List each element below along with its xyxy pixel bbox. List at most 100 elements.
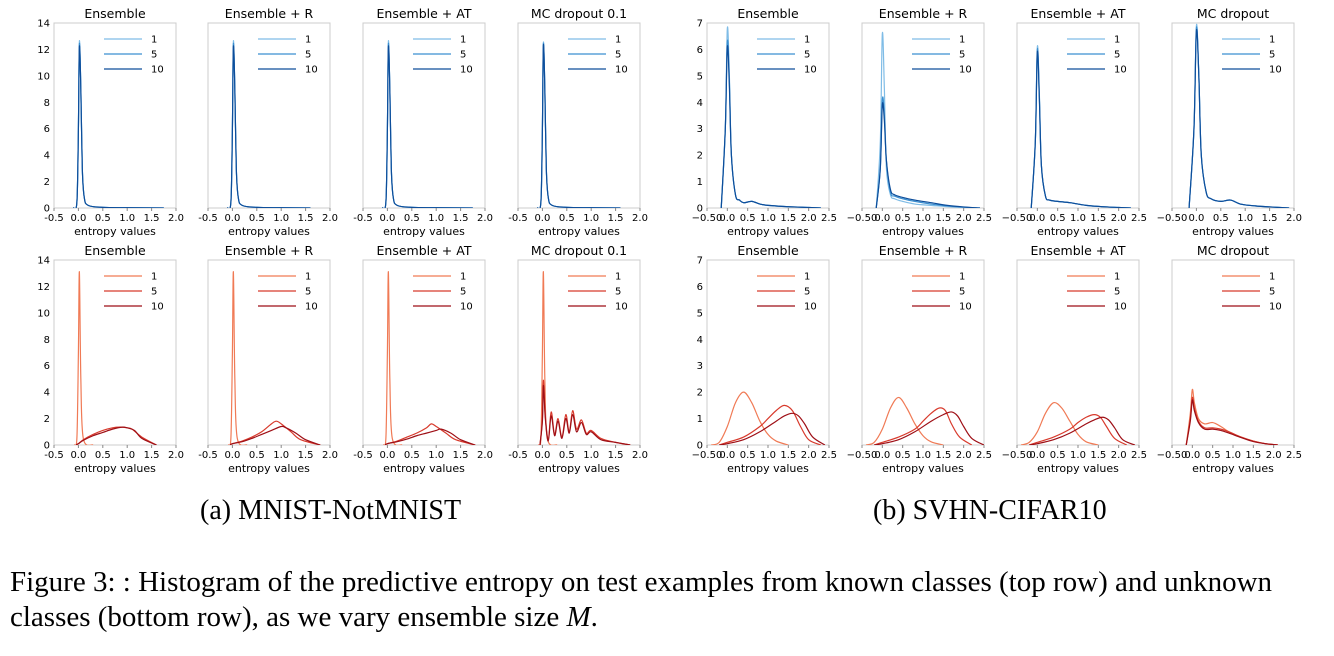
x-tick-label: 1.0	[119, 450, 135, 461]
legend-label-5: 5	[151, 287, 157, 298]
y-tick-label: 7	[697, 256, 703, 267]
chart-panel-b-bot-2: Ensemble + R −0.500.0 0.5 1.0 1.5 2.0 2.5 entro…	[847, 243, 992, 475]
panel-title: Ensemble	[84, 6, 146, 21]
x-tick-label: 2.5	[821, 213, 837, 224]
y-tick-label: 5	[697, 308, 703, 319]
x-tick-label: 2.0	[168, 450, 184, 461]
x-tick-label: 1.5	[1090, 450, 1106, 461]
legend-label-5: 5	[1269, 287, 1275, 298]
chart-panel-a-top-1: Ensemble -0.5 0.0 0.5 1.0 1.5 2.0 entropy value…	[37, 6, 184, 238]
x-tick-label: 0.5	[249, 450, 265, 461]
series-line-10	[1029, 416, 1136, 445]
chart-panel-b-top-2: Ensemble + R −0.500.0 0.5 1.0 1.5 2.0 2.5 entro…	[847, 6, 992, 238]
x-tick-label: 1.0	[760, 450, 776, 461]
x-tick-label: 0.5	[895, 450, 911, 461]
series-line-10	[229, 425, 321, 445]
series-line-10	[75, 426, 157, 445]
panel-title: Ensemble	[84, 243, 146, 258]
x-tick-label: 1.5	[608, 450, 624, 461]
x-tick-label: 2.0	[632, 213, 648, 224]
legend-label-5: 5	[151, 50, 157, 61]
y-tick-label: 12	[37, 282, 50, 293]
series-group	[865, 396, 984, 445]
series-group	[1188, 23, 1290, 208]
x-tick-label: 0.5	[404, 450, 420, 461]
x-axis-label: entropy values	[1037, 225, 1119, 238]
y-tick-label: 1	[697, 414, 703, 425]
y-tick-label: 2	[44, 414, 50, 425]
x-tick-label: 0.5	[95, 450, 111, 461]
panel-title: Ensemble + AT	[1031, 243, 1126, 258]
subfigure-label-a: (a)	[200, 495, 232, 526]
plot-frame	[362, 22, 486, 209]
y-tick-label: 7	[697, 19, 703, 30]
subfigure-caption-b: (b) SVHN-CIFAR10	[873, 495, 1107, 527]
x-tick-label: 2.0	[477, 213, 493, 224]
x-tick-label: 0.0	[874, 450, 890, 461]
legend-label-1: 1	[615, 35, 621, 46]
x-tick-label: 0.5	[404, 213, 420, 224]
legend-label-5: 5	[305, 50, 311, 61]
y-tick-label: 5	[697, 71, 703, 82]
legend-label-1: 1	[959, 272, 965, 283]
legend-label-1: 1	[804, 272, 810, 283]
series-group	[381, 40, 473, 208]
x-tick-label: 1.0	[273, 213, 289, 224]
x-tick-label: 0.0	[379, 213, 395, 224]
series-group	[875, 31, 980, 208]
legend-label-5: 5	[804, 287, 810, 298]
legend-label-10: 10	[804, 65, 817, 76]
x-axis-label: entropy values	[538, 462, 620, 475]
x-tick-label: 0.0	[719, 450, 735, 461]
x-tick-label: -0.5	[508, 213, 528, 224]
x-tick-label: 1.0	[583, 450, 599, 461]
x-tick-label: 2.5	[976, 213, 992, 224]
x-axis-label: entropy values	[228, 225, 310, 238]
y-tick-label: 2	[697, 151, 703, 162]
series-line-5	[719, 404, 822, 445]
series-line-10	[536, 43, 621, 208]
plot-frame	[207, 259, 331, 446]
x-tick-label: -0.5	[508, 450, 528, 461]
x-tick-label: −0.50	[1157, 213, 1188, 224]
x-tick-label: 0.5	[95, 213, 111, 224]
panel-title: Ensemble + AT	[377, 243, 472, 258]
series-line-10	[381, 45, 473, 208]
plot-frame	[362, 259, 486, 446]
legend-label-1: 1	[1114, 272, 1120, 283]
x-tick-label: 1.0	[1225, 450, 1241, 461]
x-axis-label: entropy values	[383, 225, 465, 238]
chart-panel-b-bot-3: Ensemble + AT −0.500.0 0.5 1.0 1.5 2.0 2.5 entr…	[1002, 243, 1147, 475]
chart-panel-a-bot-2: Ensemble + R -0.5 0.0 0.5 1.0 1.5 2.0 entropy v…	[198, 243, 338, 475]
chart-panel-a-bot-3: Ensemble + AT -0.5 0.0 0.5 1.0 1.5 2.0 entropy …	[353, 243, 493, 475]
x-tick-label: 1.5	[453, 213, 469, 224]
series-line-10	[384, 428, 476, 445]
y-tick-label: 12	[37, 45, 50, 56]
x-axis-label: entropy values	[74, 225, 156, 238]
caption-end: .	[590, 601, 598, 633]
series-line-1	[382, 271, 403, 445]
plot-frame	[1016, 22, 1140, 209]
x-tick-label: 2.5	[1131, 213, 1147, 224]
x-tick-label: -0.5	[198, 450, 218, 461]
legend-label-10: 10	[151, 65, 164, 76]
legend-label-1: 1	[151, 35, 157, 46]
x-tick-label: 0.0	[874, 213, 890, 224]
x-tick-label: -0.5	[353, 213, 373, 224]
y-tick-label: 10	[37, 308, 50, 319]
x-tick-label: −0.50	[847, 450, 878, 461]
x-axis-label: entropy values	[228, 462, 310, 475]
y-tick-label: 0	[697, 204, 703, 215]
x-tick-label: 1.5	[144, 213, 160, 224]
y-tick-label: 6	[44, 361, 50, 372]
x-tick-label: 1.5	[780, 213, 796, 224]
legend-label-10: 10	[460, 302, 473, 313]
panel-title: MC dropout	[1197, 243, 1269, 258]
x-tick-label: 0.0	[224, 450, 240, 461]
panel-title: Ensemble + AT	[1031, 6, 1126, 21]
panel-title: Ensemble + R	[879, 243, 968, 258]
legend-label-5: 5	[460, 287, 466, 298]
y-tick-label: 4	[44, 388, 50, 399]
x-tick-label: 1.0	[1070, 450, 1086, 461]
series-line-10	[72, 45, 164, 208]
